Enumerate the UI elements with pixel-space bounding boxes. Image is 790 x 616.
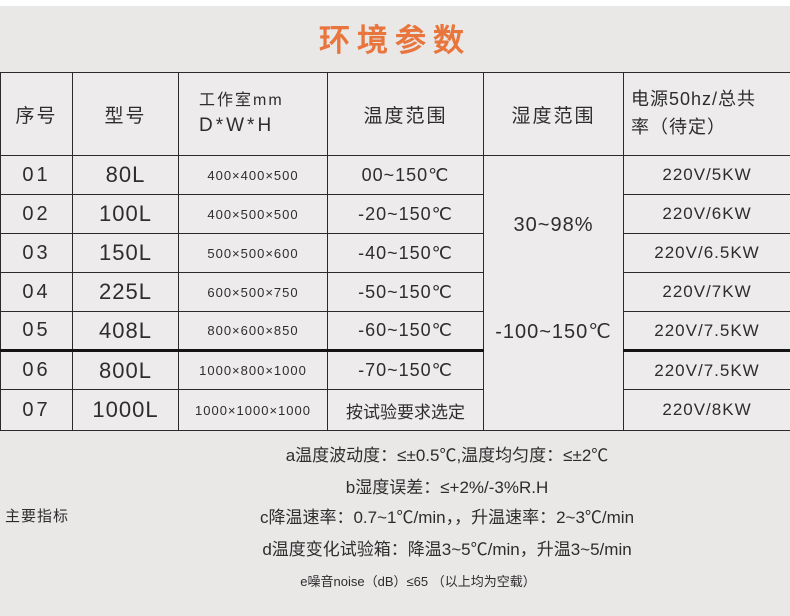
col-header-power-line1: 电源50hz/总共 [631, 89, 757, 110]
table-row: 03 150L 500×500×600 -40~150℃ 220V/6.5KW [0, 233, 790, 273]
cell-chamber-size: 400×400×500 [178, 155, 328, 195]
cell-index: 04 [0, 272, 73, 312]
col-header-temperature: 温度范围 [327, 72, 484, 156]
header-row: 序号 型号 工作室mm D*W*H 温度范围 湿度范围 电源50hz/总共 率（… [0, 72, 790, 156]
note-noise-level: e噪音noise（dB）≤65 （以上均为空载） [300, 574, 536, 589]
note-cooling-heating-rate: c降温速率：0.7~1℃/min，，升温速率：2~3℃/min [259, 508, 635, 527]
col-header-model: 型号 [72, 72, 179, 156]
col-header-power-line2: 率（待定） [631, 117, 726, 137]
page-title: 环境参数 [319, 23, 471, 58]
cell-index: 05 [0, 311, 73, 352]
note-temp-fluctuation: a温度波动度：≤±0.5℃,温度均匀度：≤±2℃ [285, 446, 609, 465]
col-header-chamber-line1: 工作室mm [199, 91, 284, 109]
cell-model: 100L [72, 194, 179, 234]
cell-index: 01 [0, 155, 73, 195]
table-row: 06 800L 1000×800×1000 -70~150℃ 220V/7.5K… [0, 350, 790, 390]
cell-power: 220V/6KW [623, 194, 790, 234]
cell-temp-range: -70~150℃ [327, 350, 484, 390]
table-row: 07 1000L 1000×1000×1000 按试验要求选定 220V/8KW [0, 389, 790, 431]
cell-chamber-size: 1000×1000×1000 [178, 389, 328, 431]
cell-index: 06 [0, 350, 73, 390]
note-humidity-error: b湿度误差：≤+2%/-3%R.H [345, 478, 549, 497]
cell-temp-range: -50~150℃ [327, 272, 484, 312]
cell-model: 150L [72, 233, 179, 273]
table-row: 02 100L 400×500×500 -20~150℃ 220V/6KW [0, 194, 790, 234]
top-white-strip [0, 0, 790, 6]
cell-chamber-size: 400×500×500 [178, 194, 328, 234]
cell-model: 225L [72, 272, 179, 312]
cell-temp-range: 00~150℃ [327, 155, 484, 195]
humidity-temp-range: -100~150℃ [495, 321, 612, 343]
col-header-index: 序号 [0, 72, 73, 156]
table-row: 01 80L 400×400×500 00~150℃ 30~98% -100~1… [0, 155, 790, 431]
cell-chamber-size: 800×600×850 [178, 311, 328, 352]
cell-index: 07 [0, 389, 73, 431]
col-header-chamber-line2: D*W*H [199, 114, 275, 136]
col-header-humidity: 湿度范围 [483, 72, 624, 156]
cell-chamber-size: 500×500×600 [178, 233, 328, 273]
table-row: 05 408L 800×600×850 -60~150℃ 220V/7.5KW [0, 311, 790, 352]
cell-index: 02 [0, 194, 73, 234]
cell-chamber-size: 600×500×750 [178, 272, 328, 312]
environment-spec-table: 序号 型号 工作室mm D*W*H 温度范围 湿度范围 电源50hz/总共 率（… [0, 72, 790, 431]
cell-power: 220V/6.5KW [623, 233, 790, 273]
col-header-power: 电源50hz/总共 率（待定） [623, 72, 790, 156]
cell-model: 800L [72, 350, 179, 390]
cell-temp-range: -20~150℃ [327, 194, 484, 234]
table-row: 04 225L 600×500×750 -50~150℃ 220V/7KW [0, 272, 790, 312]
cell-index: 03 [0, 233, 73, 273]
cell-temp-range: -40~150℃ [327, 233, 484, 273]
cell-humidity-merged: 30~98% -100~150℃ [483, 155, 624, 431]
cell-model: 1000L [72, 389, 179, 431]
cell-power: 220V/8KW [623, 389, 790, 431]
cell-temp-range: 按试验要求选定 [327, 389, 484, 431]
cell-model: 80L [72, 155, 179, 195]
note-temp-change-chamber: d温度变化试验箱：降温3~5℃/min，升温3~5/min [262, 540, 632, 559]
cell-model: 408L [72, 311, 179, 352]
cell-power: 220V/7.5KW [623, 350, 790, 390]
cell-chamber-size: 1000×800×1000 [178, 350, 328, 390]
main-indicators-label: 主要指标 [5, 508, 70, 525]
cell-temp-range: -60~150℃ [327, 311, 484, 352]
cell-power: 220V/5KW [623, 155, 790, 195]
cell-power: 220V/7KW [623, 272, 790, 312]
col-header-chamber: 工作室mm D*W*H [178, 72, 328, 156]
humidity-percent-range: 30~98% [513, 214, 594, 236]
cell-power: 220V/7.5KW [623, 311, 790, 352]
